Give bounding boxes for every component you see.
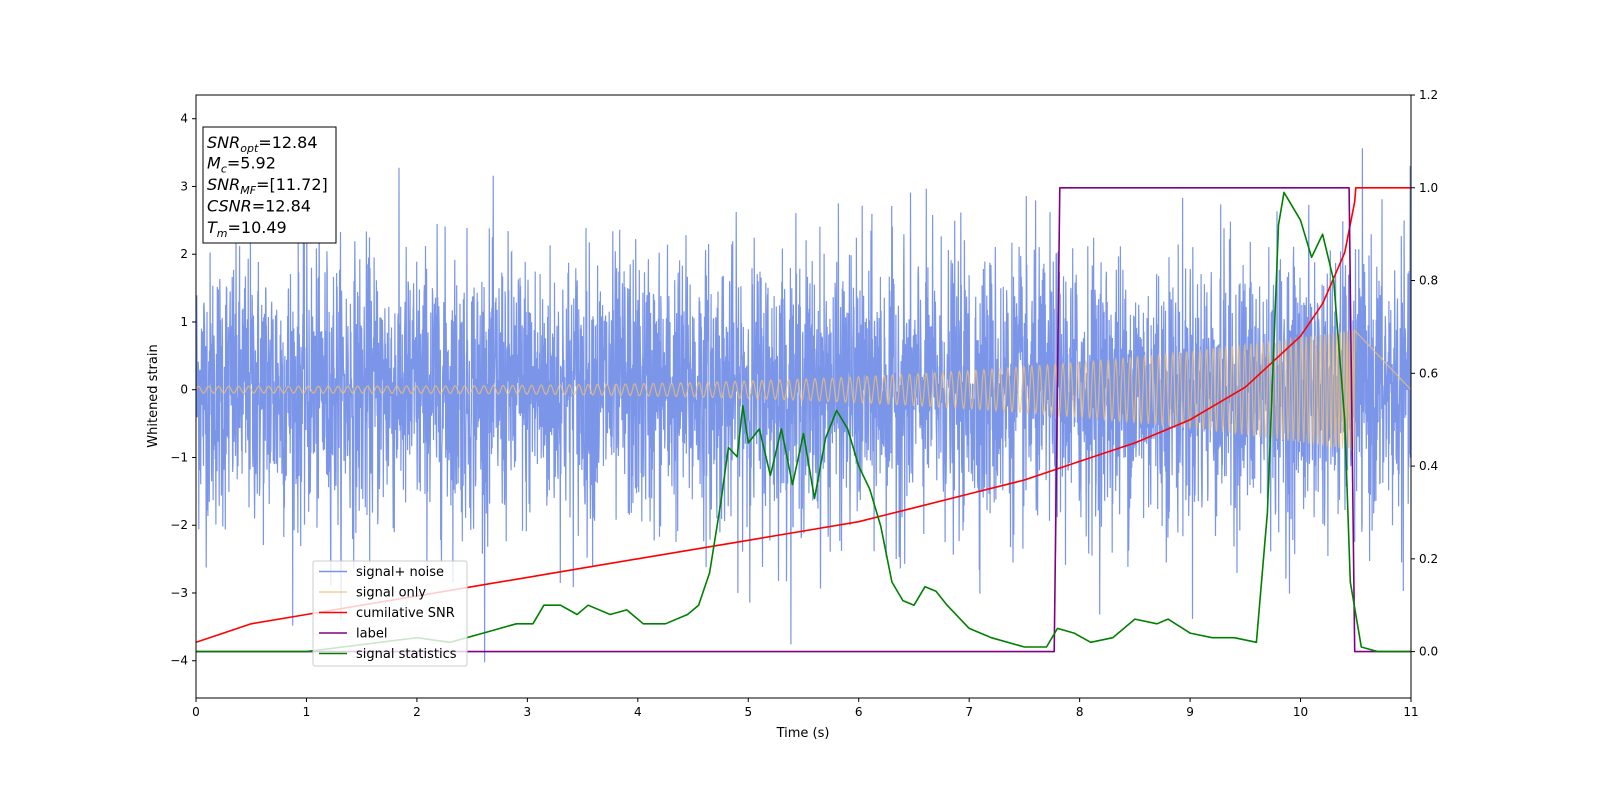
series-line-signal-statistics (196, 191, 1411, 653)
y-left-tick-label: −3 (170, 586, 188, 600)
annotation-line: SNRMF=[11.72] (207, 175, 328, 197)
series-line-label (196, 187, 1411, 653)
x-tick-label: 7 (965, 705, 973, 719)
legend-label: signal only (356, 586, 426, 601)
annotation-line: CSNR=12.84 (207, 197, 311, 216)
y-axis-left: −4 −3 −2 −1 0 1 2 3 4 (170, 112, 196, 668)
y-left-tick-label: −2 (170, 518, 188, 532)
y-right-tick-label: 0.4 (1419, 459, 1438, 473)
y-right-tick-label: 0.6 (1419, 366, 1438, 380)
y-right-tick-label: 0.8 (1419, 274, 1438, 288)
legend-frame (312, 560, 468, 667)
x-tick-label: 6 (855, 705, 863, 719)
series-line-signal-only (196, 329, 1411, 451)
x-tick-label: 8 (1076, 705, 1084, 719)
y-right-tick-label: 1.2 (1419, 88, 1438, 102)
annotation-frame (202, 126, 337, 244)
y-right-tick-label: 0.2 (1419, 552, 1438, 566)
x-tick-label: 1 (303, 705, 311, 719)
x-tick-label: 3 (524, 705, 532, 719)
legend-label: signal+ noise (356, 565, 444, 580)
y-left-tick-label: −1 (170, 450, 188, 464)
y-left-tick-label: −4 (170, 654, 188, 668)
y-axis-label-left: Whitened strain (146, 344, 161, 447)
legend-label: signal statistics (356, 647, 457, 662)
y-left-tick-label: 2 (180, 247, 188, 261)
parameter-annotation-box: SNRopt=12.84Mc=5.92SNRMF=[11.72]CSNR=12.… (202, 126, 337, 244)
plot-frame (195, 94, 1412, 699)
x-tick-label: 0 (192, 705, 200, 719)
x-axis-label: Time (s) (776, 726, 830, 741)
x-tick-label: 2 (413, 705, 421, 719)
x-tick-label: 10 (1293, 705, 1308, 719)
y-right-tick-label: 1.0 (1419, 181, 1438, 195)
x-tick-label: 9 (1186, 705, 1194, 719)
y-left-tick-label: 4 (180, 112, 188, 126)
annotation-line: Tm=10.49 (207, 218, 287, 240)
x-tick-label: 11 (1403, 705, 1418, 719)
annotation-line: Mc=5.92 (207, 154, 276, 176)
legend: signal+ noise signal only cumilative SNR la… (312, 560, 468, 667)
y-left-tick-label: 1 (180, 315, 188, 329)
x-axis: 0 1 2 3 4 5 6 7 8 9 10 11 (192, 698, 1419, 719)
y-right-tick-label: 0.0 (1419, 645, 1438, 659)
y-axis-right: 0.0 0.2 0.4 0.6 0.8 1.0 1.2 (1411, 88, 1438, 659)
annotation-line: SNRopt=12.84 (207, 133, 318, 155)
y-left-tick-label: 0 (180, 383, 188, 397)
legend-label: cumilative SNR (356, 606, 455, 621)
x-tick-label: 5 (744, 705, 752, 719)
x-tick-label: 4 (634, 705, 642, 719)
y-left-tick-label: 3 (180, 179, 188, 193)
legend-label: label (356, 627, 387, 642)
